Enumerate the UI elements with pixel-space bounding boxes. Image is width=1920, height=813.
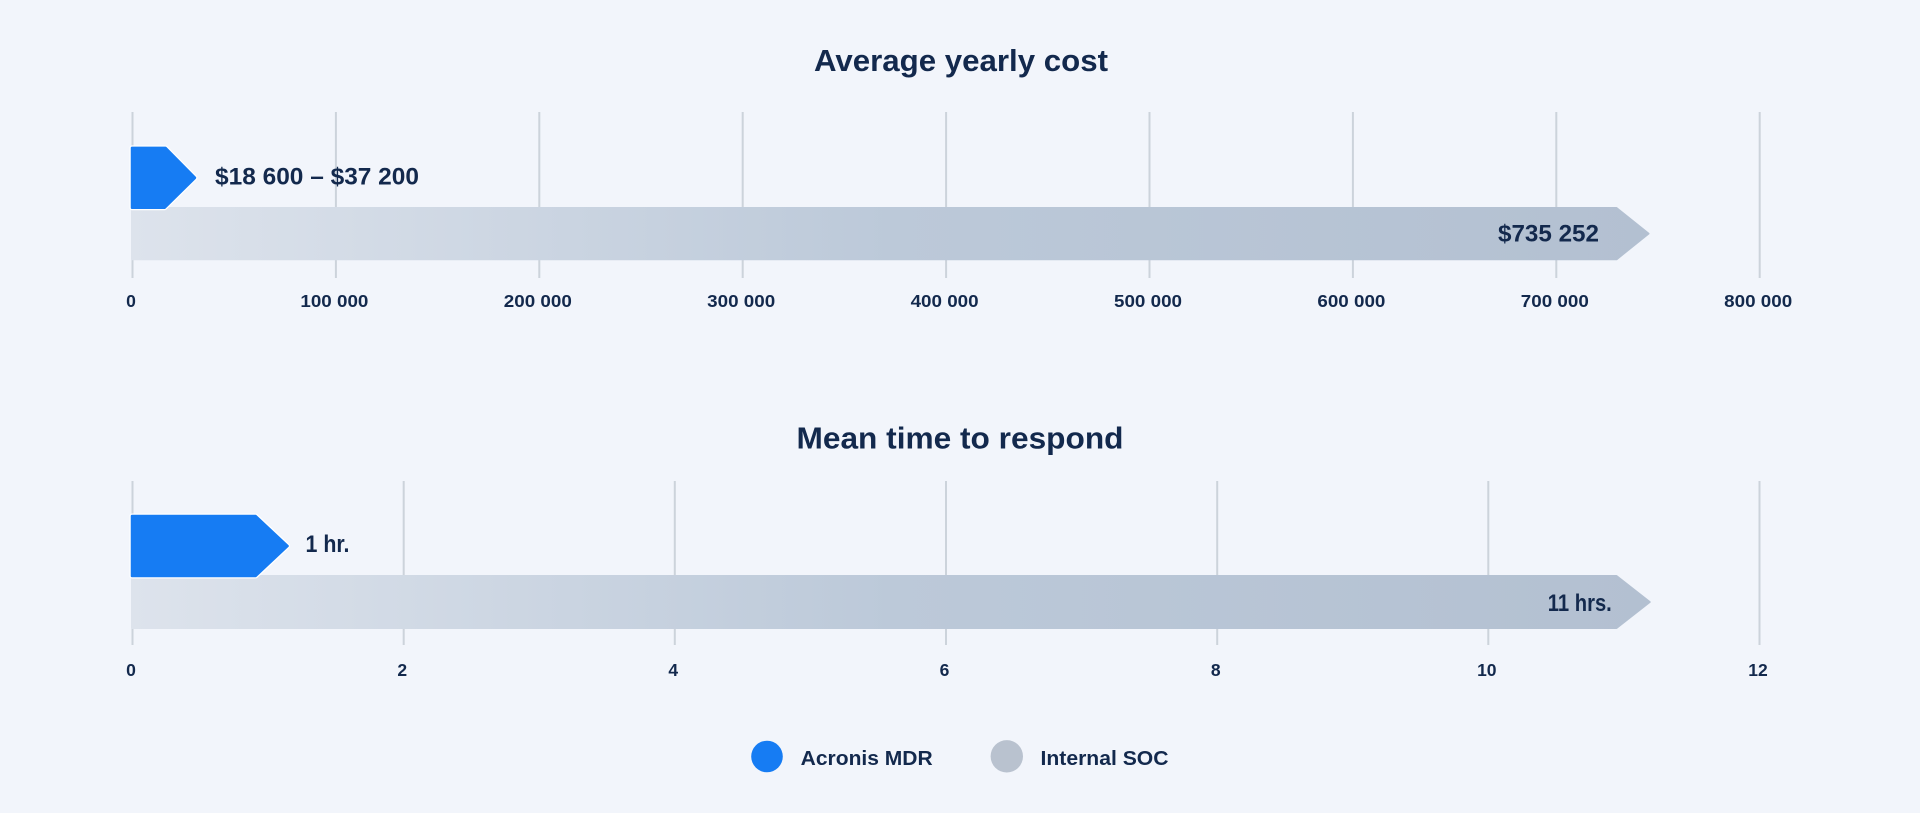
svg-text:6: 6 <box>940 660 950 680</box>
svg-text:$735 252: $735 252 <box>1498 222 1599 248</box>
svg-text:8: 8 <box>1211 660 1221 680</box>
svg-text:Mean time to respond: Mean time to respond <box>797 422 1124 456</box>
svg-text:4: 4 <box>668 660 678 680</box>
svg-text:100 000: 100 000 <box>300 291 368 311</box>
svg-text:300 000: 300 000 <box>707 291 775 311</box>
svg-text:400 000: 400 000 <box>911 291 979 311</box>
svg-text:$18 600 – $37 200: $18 600 – $37 200 <box>215 164 419 190</box>
svg-text:600 000: 600 000 <box>1317 291 1385 311</box>
svg-text:2: 2 <box>397 660 407 680</box>
svg-text:0: 0 <box>126 660 136 680</box>
svg-text:800 000: 800 000 <box>1724 291 1792 311</box>
svg-text:1 hr.: 1 hr. <box>306 532 350 558</box>
svg-text:Acronis MDR: Acronis MDR <box>801 748 933 770</box>
svg-text:Internal SOC: Internal SOC <box>1041 748 1169 770</box>
svg-text:500 000: 500 000 <box>1114 291 1182 311</box>
svg-text:10: 10 <box>1477 660 1497 680</box>
svg-text:200 000: 200 000 <box>504 291 572 311</box>
svg-text:0: 0 <box>126 291 136 311</box>
svg-text:12: 12 <box>1748 660 1768 680</box>
svg-text:11 hrs.: 11 hrs. <box>1548 591 1612 617</box>
svg-text:Average yearly cost: Average yearly cost <box>814 44 1108 78</box>
svg-text:700 000: 700 000 <box>1521 291 1589 311</box>
